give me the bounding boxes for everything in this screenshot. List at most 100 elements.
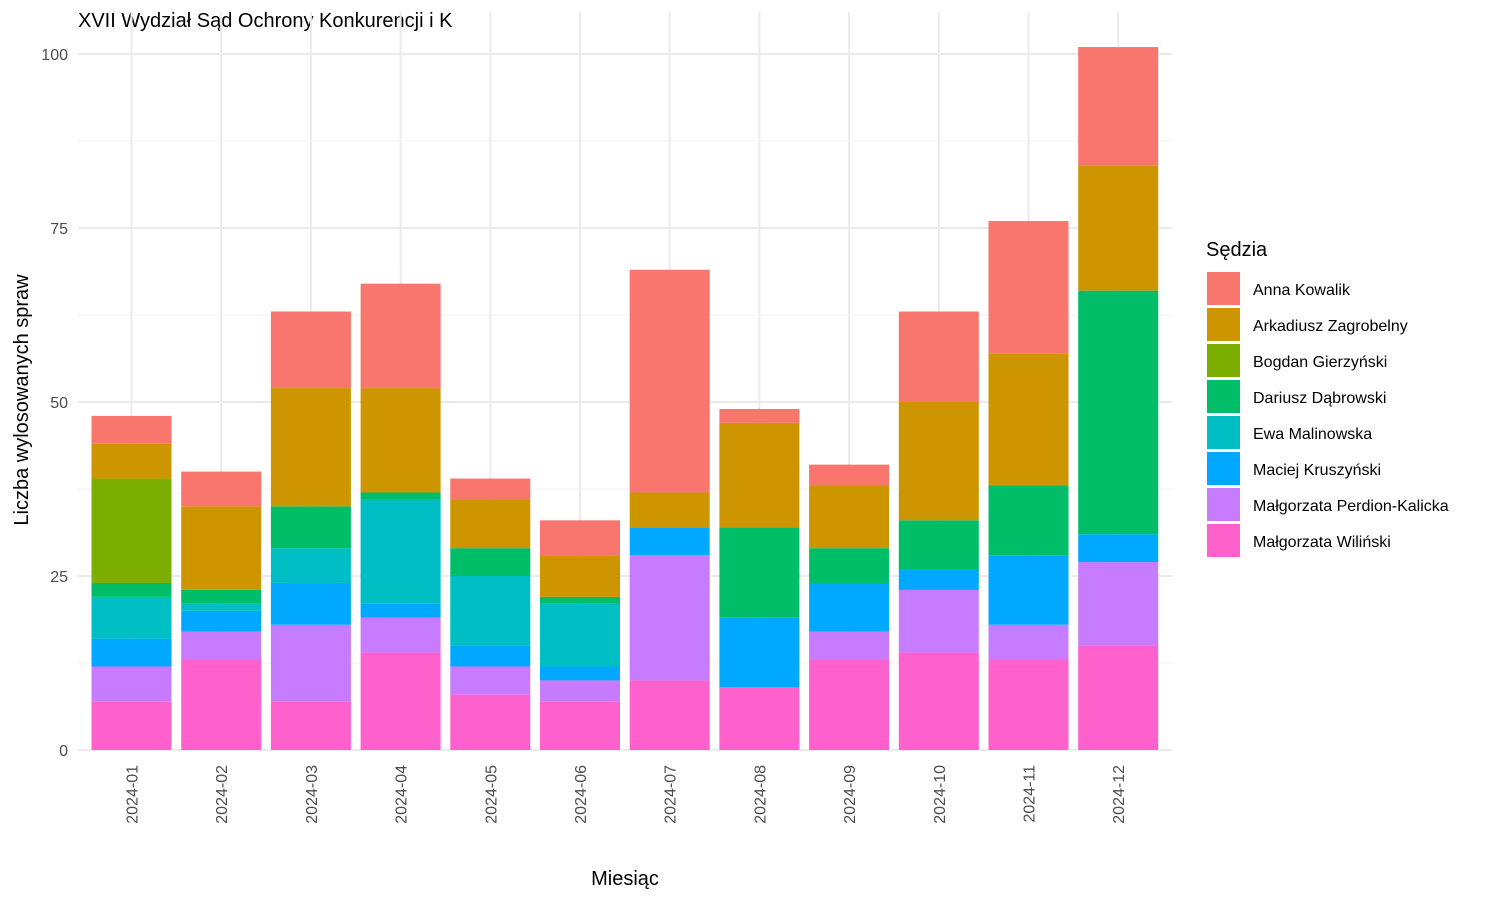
bar-segment xyxy=(809,485,890,549)
y-tick-label: 25 xyxy=(50,569,68,586)
x-axis-title: Miesiąc xyxy=(591,868,659,890)
bar-segment xyxy=(360,492,441,500)
bar-segment xyxy=(181,506,262,590)
x-tick-label: 2024-08 xyxy=(752,765,769,824)
bar-segment xyxy=(988,221,1069,354)
legend-swatch xyxy=(1207,308,1240,341)
bar-segment xyxy=(540,666,620,681)
legend-label: Bogdan Gierzyński xyxy=(1253,354,1387,371)
bar-segment xyxy=(1078,562,1159,646)
bar-segment xyxy=(360,652,441,750)
bars xyxy=(91,47,1159,750)
bar-segment xyxy=(181,631,262,660)
x-tick-label: 2024-10 xyxy=(932,765,949,824)
x-tick-label: 2024-06 xyxy=(573,765,590,824)
bar-segment xyxy=(629,680,710,750)
bar-segment xyxy=(629,555,710,681)
bar-segment xyxy=(181,589,262,604)
bar-segment xyxy=(898,311,979,402)
y-tick-label: 75 xyxy=(50,221,68,238)
bar-segment xyxy=(719,687,800,750)
bar-segment xyxy=(450,645,531,667)
bar-segment xyxy=(988,353,1069,486)
bar-segment xyxy=(809,582,890,632)
bar-segment xyxy=(898,402,979,521)
y-tick-label: 0 xyxy=(59,743,68,760)
legend: Sędzia Anna Kowalik Arkadiusz Zagrobelny B… xyxy=(1206,239,1449,557)
bar-segment xyxy=(629,527,710,556)
bar-segment xyxy=(809,548,890,583)
bar-segment xyxy=(181,603,262,611)
x-tick-label: 2024-09 xyxy=(842,765,859,824)
legend-label: Dariusz Dąbrowski xyxy=(1253,390,1386,407)
y-axis-title: Liczba wylosowanych spraw xyxy=(11,274,33,526)
bar-segment xyxy=(181,610,262,632)
x-tick-label: 2024-02 xyxy=(214,765,231,824)
bar-segment xyxy=(450,548,531,576)
bar-segment xyxy=(270,624,351,702)
legend-label: Arkadiusz Zagrobelny xyxy=(1253,318,1408,335)
bar-segment xyxy=(91,415,172,444)
bar-segment xyxy=(181,471,262,507)
x-tick-label: 2024-12 xyxy=(1111,765,1128,824)
bar-segment xyxy=(360,283,441,389)
bar-segment xyxy=(450,478,531,500)
bar-segment xyxy=(809,464,890,486)
y-tick-label: 50 xyxy=(50,395,68,412)
bar-segment xyxy=(91,582,172,597)
legend-swatch xyxy=(1207,524,1240,557)
bar-segment xyxy=(270,582,351,625)
bar-segment xyxy=(988,555,1069,625)
bar-segment xyxy=(360,388,441,493)
bar-segment xyxy=(988,485,1069,556)
y-tick-label: 100 xyxy=(41,47,68,64)
bar-segment xyxy=(1078,290,1159,535)
bar-segment xyxy=(898,569,979,590)
x-tick-label: 2024-07 xyxy=(663,765,680,824)
bar-segment xyxy=(91,701,172,750)
legend-swatch xyxy=(1207,272,1240,305)
legend-label: Anna Kowalik xyxy=(1253,282,1351,299)
bar-segment xyxy=(270,311,351,389)
legend-swatch xyxy=(1207,488,1240,521)
x-tick-label: 2024-04 xyxy=(394,765,411,824)
bar-segment xyxy=(1078,47,1159,166)
bar-segment xyxy=(540,603,620,667)
bar-segment xyxy=(898,652,979,750)
y-axis-ticks: 0 25 50 75 100 xyxy=(41,47,68,760)
legend-label: Małgorzata Wiliński xyxy=(1253,534,1391,551)
bar-segment xyxy=(719,408,800,423)
x-tick-label: 2024-11 xyxy=(1022,765,1039,823)
bar-segment xyxy=(540,596,620,604)
bar-segment xyxy=(1078,534,1159,563)
bar-segment xyxy=(450,576,531,646)
bar-segment xyxy=(540,701,620,750)
bar-segment xyxy=(360,603,441,618)
bar-segment xyxy=(91,666,172,702)
bar-segment xyxy=(270,388,351,507)
legend-label: Maciej Kruszyński xyxy=(1253,462,1381,479)
legend-swatch xyxy=(1207,416,1240,449)
bar-segment xyxy=(91,638,172,667)
bar-segment xyxy=(450,499,531,549)
bar-segment xyxy=(629,269,710,493)
bar-segment xyxy=(450,666,531,695)
bar-segment xyxy=(540,680,620,702)
bar-segment xyxy=(719,527,800,618)
bar-segment xyxy=(988,624,1069,660)
bar-segment xyxy=(629,492,710,528)
bar-segment xyxy=(270,548,351,583)
legend-title: Sędzia xyxy=(1206,239,1268,261)
bar-segment xyxy=(540,555,620,597)
bar-segment xyxy=(809,631,890,660)
chart-title: XVII Wydział Sąd Ochrony Konkurencji i K xyxy=(78,10,453,32)
bar-segment xyxy=(360,499,441,604)
legend-swatch xyxy=(1207,344,1240,377)
legend-swatch xyxy=(1207,380,1240,413)
x-tick-label: 2024-03 xyxy=(304,765,321,824)
legend-swatch xyxy=(1207,452,1240,485)
legend-label: Ewa Malinowska xyxy=(1253,426,1372,443)
legend-label: Małgorzata Perdion-Kalicka xyxy=(1253,498,1449,515)
